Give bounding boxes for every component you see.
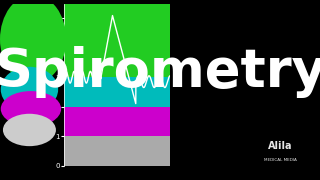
Bar bbox=[64, 136, 170, 166]
Text: MEDICAL MEDIA: MEDICAL MEDIA bbox=[264, 158, 296, 162]
Bar bbox=[64, 33, 170, 77]
Ellipse shape bbox=[0, 0, 66, 84]
Text: Spirometry: Spirometry bbox=[0, 46, 320, 98]
Ellipse shape bbox=[3, 114, 56, 146]
Text: Alila: Alila bbox=[268, 141, 292, 151]
Ellipse shape bbox=[1, 67, 58, 112]
Bar bbox=[64, 77, 170, 107]
Ellipse shape bbox=[1, 91, 61, 127]
Bar bbox=[64, 107, 170, 136]
Bar bbox=[64, 4, 170, 33]
